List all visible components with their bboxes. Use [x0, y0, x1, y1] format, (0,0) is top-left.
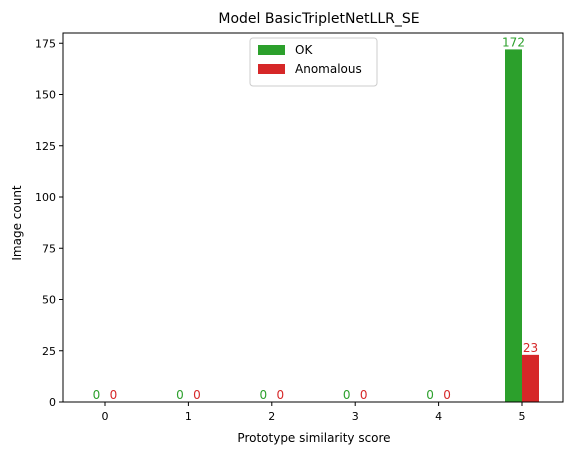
x-tick-label: 1 — [185, 410, 192, 423]
data-label-ok: 0 — [343, 388, 351, 402]
data-label-anomalous: 0 — [193, 388, 201, 402]
x-axis: 0 1 2 3 4 5 — [102, 402, 526, 423]
data-label-anomalous: 23 — [523, 341, 538, 355]
bar-anomalous — [522, 354, 539, 402]
legend-swatch-ok — [258, 45, 285, 55]
x-tick-label: 5 — [519, 410, 526, 423]
y-axis: 0 25 50 75 100 125 150 175 — [35, 37, 63, 409]
legend: OK Anomalous — [249, 37, 378, 87]
data-label-anomalous: 0 — [360, 388, 368, 402]
x-tick-label: 0 — [102, 410, 109, 423]
data-label-anomalous: 0 — [443, 388, 451, 402]
x-tick-label: 2 — [268, 410, 275, 423]
y-tick-label: 50 — [42, 294, 56, 307]
data-label-anomalous: 0 — [276, 388, 284, 402]
y-tick-label: 100 — [35, 191, 56, 204]
bar-ok — [505, 49, 522, 403]
legend-label-ok: OK — [295, 43, 313, 57]
plot-frame — [62, 32, 564, 403]
legend-swatch-anomalous — [258, 64, 285, 74]
data-label-ok: 0 — [93, 388, 101, 402]
y-tick-label: 175 — [35, 37, 56, 50]
y-tick-label: 75 — [42, 242, 56, 255]
y-tick-label: 25 — [42, 345, 56, 358]
x-tick-label: 3 — [352, 410, 359, 423]
y-tick-label: 150 — [35, 89, 56, 102]
legend-label-anomalous: Anomalous — [295, 62, 362, 76]
x-axis-label: Prototype similarity score — [237, 431, 390, 445]
data-label-anomalous: 0 — [110, 388, 118, 402]
y-axis-label: Image count — [10, 185, 24, 261]
y-tick-label: 125 — [35, 140, 56, 153]
data-label-ok: 0 — [176, 388, 184, 402]
x-tick-label: 4 — [435, 410, 442, 423]
chart-title: Model BasicTripletNetLLR_SE — [218, 11, 419, 27]
data-label-ok: 172 — [502, 35, 525, 49]
data-label-ok: 0 — [426, 388, 434, 402]
y-tick-label: 0 — [49, 396, 56, 409]
data-label-ok: 0 — [259, 388, 267, 402]
